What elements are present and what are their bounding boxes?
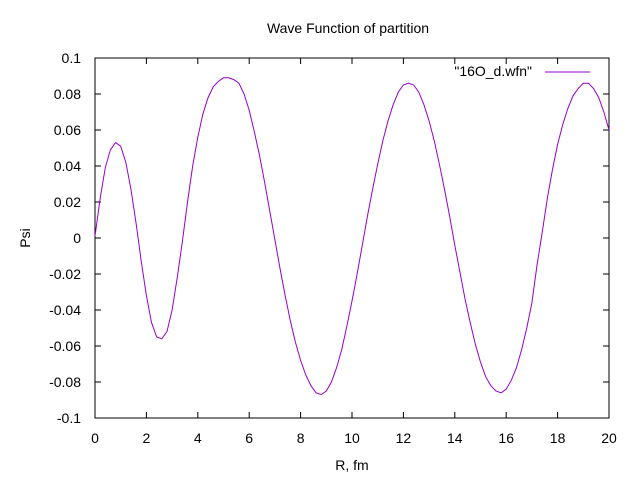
y-tick-label: 0.1 (62, 50, 82, 66)
y-axis-label: Psi (17, 228, 33, 247)
x-tick-label: 2 (143, 430, 151, 446)
series-layer (94, 77, 610, 396)
x-tick-label: 12 (396, 430, 412, 446)
x-tick-label: 14 (447, 430, 463, 446)
y-tick-label: 0.06 (54, 122, 81, 138)
y-tick-label: -0.06 (49, 338, 81, 354)
y-tick-label: 0 (73, 230, 81, 246)
x-tick-label: 20 (601, 430, 617, 446)
y-tick-label: 0.02 (54, 194, 81, 210)
y-tick-label: 0.08 (54, 86, 81, 102)
x-axis-label: R, fm (335, 457, 368, 473)
y-tick-label: -0.04 (49, 302, 81, 318)
x-tick-label: 18 (550, 430, 566, 446)
plot-frame (94, 57, 610, 419)
y-tick-label: -0.1 (57, 410, 81, 426)
axis-ticks (94, 57, 610, 419)
series-line (94, 77, 610, 396)
x-tick-label: 4 (194, 430, 202, 446)
y-tick-labels: -0.1 -0.08 -0.06 -0.04 -0.02 0 0.02 0.04 0.06 0.0… (49, 50, 81, 426)
y-tick-label: -0.02 (49, 266, 81, 282)
x-tick-labels: 0 2 4 6 8 10 12 14 16 18 20 (91, 430, 617, 446)
legend: "16O_d.wfn" (454, 63, 590, 79)
x-tick-label: 10 (344, 430, 360, 446)
x-tick-label: 16 (498, 430, 514, 446)
x-tick-label: 0 (91, 430, 99, 446)
x-tick-label: 6 (245, 430, 253, 446)
legend-label: "16O_d.wfn" (454, 63, 532, 79)
y-tick-label: 0.04 (54, 158, 81, 174)
x-tick-label: 8 (297, 430, 305, 446)
y-tick-label: -0.08 (49, 374, 81, 390)
chart-title: Wave Function of partition (267, 20, 429, 36)
